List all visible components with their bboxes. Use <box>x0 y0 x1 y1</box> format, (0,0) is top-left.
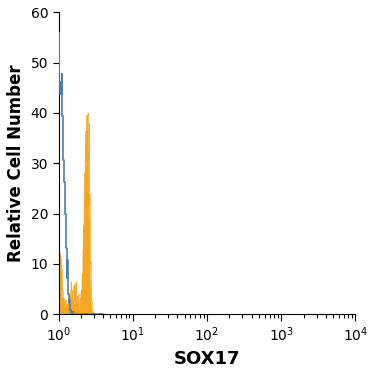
X-axis label: SOX17: SOX17 <box>174 350 240 368</box>
Y-axis label: Relative Cell Number: Relative Cell Number <box>7 64 25 262</box>
